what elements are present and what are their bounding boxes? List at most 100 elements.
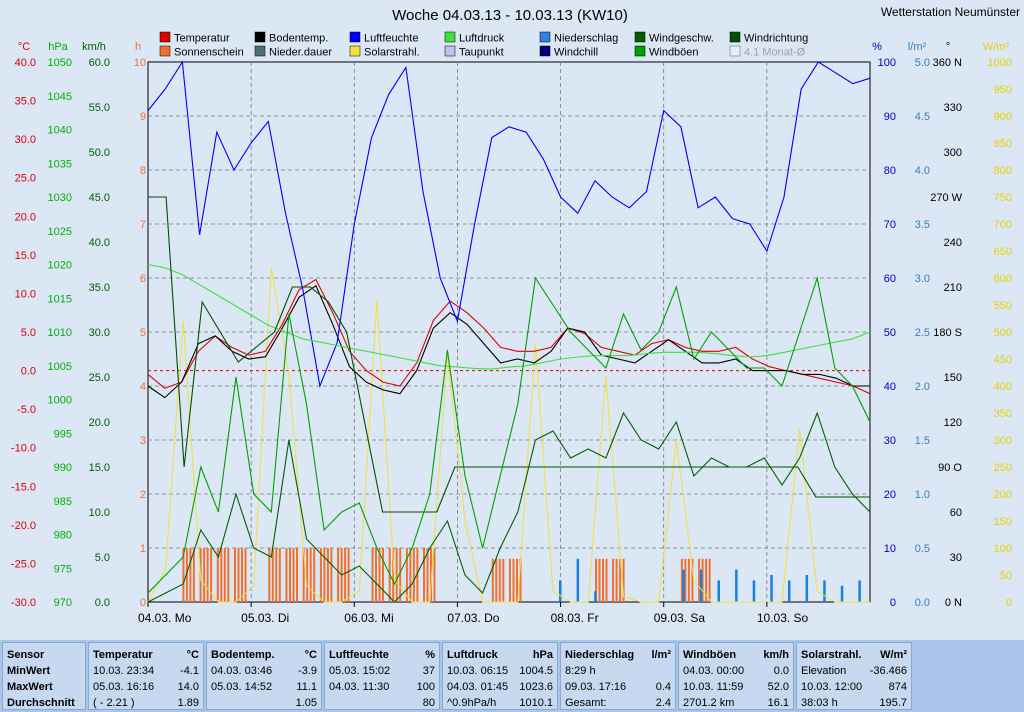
series-windb-en	[147, 275, 871, 594]
sunshine-bar	[371, 548, 374, 602]
legend-item: Windrichtung	[729, 31, 808, 45]
axis-tick-label: 70	[884, 219, 896, 231]
stats-cell-label: 2701.2 km	[683, 697, 735, 709]
sunshine-bar	[210, 548, 213, 602]
stats-cell-label: 10.03. 06:15	[447, 665, 509, 677]
axis-tick-label: 970	[54, 597, 72, 609]
sunshine-bar	[271, 548, 274, 602]
axis-tick-label: 750	[994, 192, 1012, 204]
stats-unit: km/h	[763, 649, 789, 661]
x-tick-label: 08.03. Fr	[551, 611, 599, 625]
sunshine-bar	[302, 548, 305, 602]
sunshine-bar	[392, 548, 395, 602]
axis-tick-label: 1040	[48, 125, 72, 137]
axis-tick-label: 8	[140, 165, 146, 177]
sunshine-bar	[378, 548, 381, 602]
stats-cell-value: -36.466	[869, 665, 907, 677]
stats-unit: W/m²	[880, 649, 907, 661]
chart-title: Woche 04.03.13 - 10.03.13 (KW10)	[392, 7, 628, 24]
stats-header: Temperatur	[93, 649, 153, 661]
axis-tick-label: -20.0	[11, 520, 36, 532]
axis-tick-label: 150	[944, 372, 962, 384]
axis-unit-label: l/m²	[908, 41, 927, 53]
axis-tick-label: 40.0	[89, 237, 110, 249]
axis-tick-label: 0.5	[915, 543, 930, 555]
axis-tick-label: 60.0	[89, 57, 110, 69]
axis-tick-label: 1005	[48, 361, 72, 373]
stats-cell-label: 04.03. 01:45	[447, 681, 509, 693]
legend-label: Bodentemp.	[269, 33, 328, 45]
stats-header: Sensor	[7, 649, 45, 661]
axis-tick-label: 2.5	[915, 327, 930, 339]
axis-tick-label: 15.0	[89, 462, 110, 474]
sunshine-bar	[344, 548, 347, 602]
legend-item: Luftfeuchte	[349, 31, 418, 45]
axis-tick-label: 350	[994, 408, 1012, 420]
sunshine-bar	[495, 558, 498, 602]
legend-item: Windgeschw.	[634, 31, 714, 45]
stats-cell-value: 1010.1	[519, 697, 553, 709]
axis-tick-label: 0.0	[21, 366, 36, 378]
stats-cell-value: 11.1	[296, 681, 317, 693]
sunshine-bar	[701, 558, 704, 602]
axis-tick-label: 7	[140, 219, 146, 231]
sunshine-bar	[502, 558, 505, 602]
stats-temperatur: Temperatur °C 10.03. 23:34 -4.1 05.03. 16:16…	[88, 642, 204, 710]
axis-unit-label: °	[946, 41, 950, 53]
stats-cell-value: 0.0	[773, 665, 789, 677]
stats-cell-label: 10.03. 11:59	[683, 681, 744, 693]
stats-unit: hPa	[532, 649, 553, 661]
axis-tick-label: 10.0	[15, 288, 36, 300]
axis-tick-label: 50	[884, 327, 896, 339]
axis-tick-label: 4.0	[915, 165, 930, 177]
legend-swatch	[634, 31, 646, 43]
axis-tick-label: 400	[994, 381, 1012, 393]
stats-cell-value: 16.1	[767, 697, 789, 709]
axis-tick-label: 100	[878, 57, 896, 69]
sunshine-bar	[395, 548, 398, 602]
stats-unit: l/m²	[651, 649, 671, 661]
axis-tick-label: 80	[884, 165, 896, 177]
legend-swatch	[539, 45, 551, 57]
axis-tick-label: -5.0	[17, 404, 36, 416]
legend-swatch	[349, 45, 361, 57]
axis-tick-label: 500	[994, 327, 1012, 339]
axis-tick-label: 1050	[48, 57, 72, 69]
legend-item: Solarstrahl.	[349, 45, 420, 59]
sunshine-bar	[615, 558, 618, 602]
axis-tick-label: 360 N	[933, 57, 962, 69]
axis-tick-label: 0	[890, 597, 896, 609]
legend-swatch	[444, 45, 456, 57]
stats-cell-label: ^0.9hPa/h	[447, 697, 497, 709]
axis-tick-label: 4.5	[915, 111, 930, 123]
stats-row-label: MinWert	[7, 665, 51, 677]
sunshine-bar	[306, 548, 309, 602]
axis-tick-label: 2.0	[915, 381, 930, 393]
sunshine-bar	[337, 548, 340, 602]
axis-tick-label: 1035	[48, 158, 72, 170]
sunshine-bar	[285, 548, 288, 602]
legend-swatch	[159, 31, 171, 43]
x-tick-label: 10.03. So	[757, 611, 809, 625]
axis-tick-label: 120	[944, 417, 962, 429]
legend-swatch	[254, 31, 266, 43]
axis-tick-label: 450	[994, 354, 1012, 366]
axis-unit-label: %	[872, 41, 882, 53]
axis-tick-label: -25.0	[11, 558, 36, 570]
legend-item: 4.1 Monat-Ø	[729, 45, 806, 59]
axis-tick-label: -15.0	[11, 481, 36, 493]
stats-cell-value: 100	[416, 681, 435, 693]
axis-tick-label: 210	[944, 282, 962, 294]
axis-tick-label: 3.0	[915, 273, 930, 285]
axis-tick-label: 1000	[988, 57, 1012, 69]
sunshine-bar	[182, 548, 185, 602]
rain-bar	[770, 575, 773, 602]
sunshine-bar	[691, 558, 694, 602]
axis-tick-label: 10	[134, 57, 146, 69]
axis-tick-label: 45.0	[89, 192, 110, 204]
sunshine-bar	[206, 548, 209, 602]
legend-swatch	[539, 31, 551, 43]
axis-tick-label: 40	[884, 381, 896, 393]
stats-unit: °C	[304, 649, 317, 661]
stats-cell-value: 195.7	[879, 697, 907, 709]
